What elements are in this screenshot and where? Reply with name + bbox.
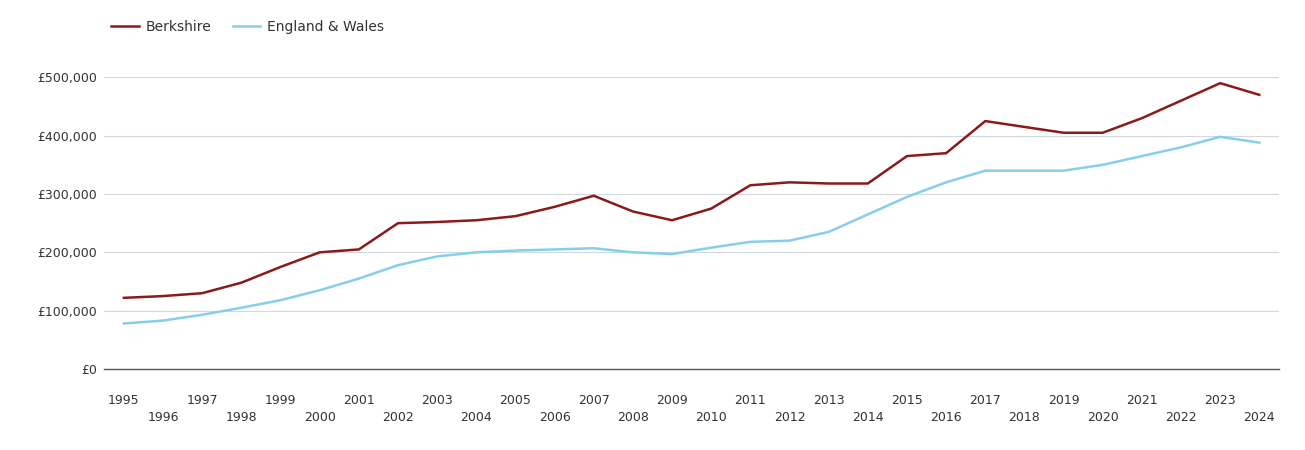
Berkshire (664, 217, 680, 223)
England & Wales (468, 250, 484, 255)
England & Wales (116, 321, 132, 326)
Berkshire (1173, 98, 1189, 104)
Text: 2009: 2009 (656, 394, 688, 407)
Berkshire (312, 250, 328, 255)
England & Wales (1095, 162, 1111, 167)
England & Wales (1251, 140, 1267, 145)
Text: 2020: 2020 (1087, 411, 1118, 423)
England & Wales (312, 288, 328, 293)
Text: 1995: 1995 (108, 394, 140, 407)
Text: 2010: 2010 (696, 411, 727, 423)
Text: 2004: 2004 (461, 411, 492, 423)
Text: 2005: 2005 (500, 394, 531, 407)
Line: England & Wales: England & Wales (124, 137, 1259, 324)
Text: 2001: 2001 (343, 394, 375, 407)
England & Wales (1173, 144, 1189, 150)
England & Wales (860, 212, 876, 217)
Berkshire (860, 181, 876, 186)
Text: 2012: 2012 (774, 411, 805, 423)
England & Wales (194, 312, 210, 317)
England & Wales (821, 229, 837, 234)
Text: 1996: 1996 (147, 411, 179, 423)
Text: 2007: 2007 (578, 394, 609, 407)
Berkshire (1095, 130, 1111, 135)
Berkshire (1056, 130, 1071, 135)
Text: 2017: 2017 (970, 394, 1001, 407)
Text: 2018: 2018 (1009, 411, 1040, 423)
England & Wales (664, 252, 680, 257)
Berkshire (977, 118, 993, 124)
England & Wales (1017, 168, 1032, 173)
Text: 2022: 2022 (1165, 411, 1197, 423)
Berkshire (743, 183, 758, 188)
Berkshire (703, 206, 719, 211)
Berkshire (1134, 116, 1150, 121)
Text: 2008: 2008 (617, 411, 649, 423)
Berkshire (351, 247, 367, 252)
England & Wales (1134, 153, 1150, 159)
England & Wales (977, 168, 993, 173)
England & Wales (234, 305, 249, 310)
Text: 2024: 2024 (1244, 411, 1275, 423)
Berkshire (273, 264, 288, 270)
Berkshire (234, 280, 249, 285)
Text: 2013: 2013 (813, 394, 844, 407)
Text: 2023: 2023 (1205, 394, 1236, 407)
England & Wales (273, 297, 288, 303)
Text: 2011: 2011 (735, 394, 766, 407)
Text: 2021: 2021 (1126, 394, 1158, 407)
Berkshire (194, 290, 210, 296)
England & Wales (743, 239, 758, 244)
England & Wales (155, 318, 171, 323)
Text: 2014: 2014 (852, 411, 883, 423)
Text: 2002: 2002 (382, 411, 414, 423)
Berkshire (782, 180, 797, 185)
Berkshire (155, 293, 171, 299)
England & Wales (1212, 134, 1228, 140)
England & Wales (547, 247, 562, 252)
England & Wales (782, 238, 797, 243)
Text: 2000: 2000 (304, 411, 335, 423)
Legend: Berkshire, England & Wales: Berkshire, England & Wales (111, 20, 385, 34)
England & Wales (508, 248, 523, 253)
Berkshire (938, 150, 954, 156)
Berkshire (508, 213, 523, 219)
England & Wales (938, 180, 954, 185)
England & Wales (351, 276, 367, 281)
England & Wales (586, 246, 602, 251)
Berkshire (116, 295, 132, 301)
Text: 1997: 1997 (187, 394, 218, 407)
Text: 2016: 2016 (930, 411, 962, 423)
Berkshire (1212, 81, 1228, 86)
Text: 1998: 1998 (226, 411, 257, 423)
England & Wales (899, 194, 915, 200)
Text: 2003: 2003 (422, 394, 453, 407)
Berkshire (899, 153, 915, 159)
Berkshire (547, 204, 562, 210)
England & Wales (1056, 168, 1071, 173)
Text: 2015: 2015 (891, 394, 923, 407)
England & Wales (390, 262, 406, 268)
Berkshire (1251, 92, 1267, 98)
Berkshire (625, 209, 641, 214)
Berkshire (821, 181, 837, 186)
Berkshire (1017, 124, 1032, 130)
Line: Berkshire: Berkshire (124, 83, 1259, 298)
England & Wales (625, 250, 641, 255)
Berkshire (429, 219, 445, 225)
England & Wales (703, 245, 719, 250)
Text: 2006: 2006 (539, 411, 570, 423)
Berkshire (468, 217, 484, 223)
Berkshire (390, 220, 406, 226)
Text: 2019: 2019 (1048, 394, 1079, 407)
Berkshire (586, 193, 602, 198)
Text: 1999: 1999 (265, 394, 296, 407)
England & Wales (429, 254, 445, 259)
